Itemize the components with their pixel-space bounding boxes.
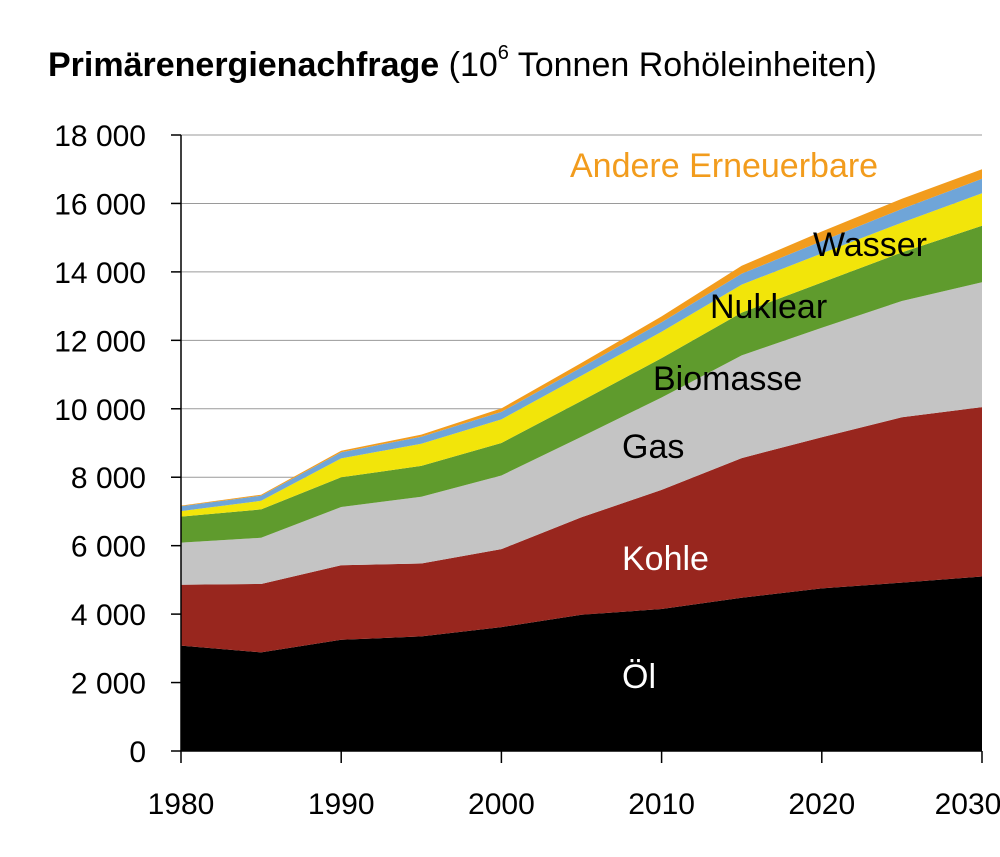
series-label-nuklear: Nuklear <box>710 288 827 326</box>
chart-title-unit-prefix: (10 <box>448 46 498 84</box>
series-label-gas: Gas <box>622 428 684 466</box>
y-tick-label: 12 000 <box>54 325 146 358</box>
area-gas <box>181 282 982 585</box>
axes <box>180 135 982 752</box>
y-tick-label: 2 000 <box>71 668 146 701</box>
area-oel <box>181 576 982 751</box>
area-biomasse <box>181 225 982 543</box>
x-tick-label: 1990 <box>308 788 375 821</box>
chart-title-unit-exponent: 6 <box>497 42 509 64</box>
y-tick-label: 10 000 <box>54 394 146 427</box>
x-tick-label: 2020 <box>788 788 855 821</box>
y-tick-label: 0 <box>129 736 146 769</box>
chart-title: Primärenergienachfrage (106 Tonnen Rohöl… <box>48 42 877 85</box>
x-tick-label: 2030 <box>935 788 1000 821</box>
series-label-kohle: Kohle <box>622 540 709 578</box>
series-label-oel: Öl <box>622 658 656 696</box>
y-tick-label: 14 000 <box>54 257 146 290</box>
series-label-wasser: Wasser <box>813 226 927 264</box>
series-label-biomasse: Biomasse <box>653 360 802 398</box>
y-axis-ticks: 0 2 000 4 000 6 000 8 000 10 000 12 000 14 000 1… <box>54 120 181 769</box>
y-tick-label: 16 000 <box>54 188 146 221</box>
y-tick-label: 6 000 <box>71 531 146 564</box>
chart-title-unit-rest: Tonnen Rohöleinheiten) <box>508 46 877 84</box>
x-tick-label: 2000 <box>468 788 535 821</box>
area-kohle <box>181 407 982 653</box>
series-label-andere-erneuerbare: Andere Erneuerbare <box>570 147 878 185</box>
area-wasser <box>181 178 982 512</box>
x-tick-label: 1980 <box>148 788 215 821</box>
y-tick-label: 4 000 <box>71 599 146 632</box>
y-tick-label: 8 000 <box>71 462 146 495</box>
area-nuklear <box>181 193 982 517</box>
y-tick-label: 18 000 <box>54 120 146 153</box>
area-andere-erneuerbare <box>181 169 982 507</box>
x-axis-ticks: 1980 1990 2000 2010 2020 2030 <box>148 751 1000 821</box>
x-tick-label: 2010 <box>628 788 695 821</box>
area-series <box>181 169 982 751</box>
series-labels: Öl Kohle Gas Biomasse Nuklear Wasser Andere Er… <box>570 147 927 696</box>
chart-title-main: Primärenergienachfrage <box>48 46 440 84</box>
